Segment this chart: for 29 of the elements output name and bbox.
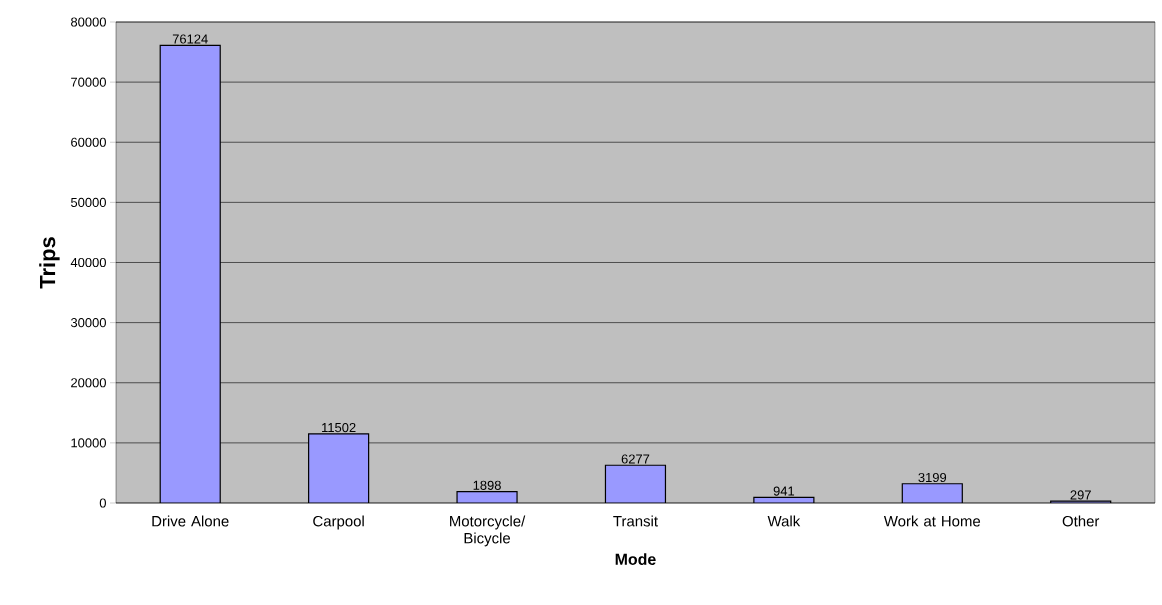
data-label: 1898 [473, 480, 501, 490]
y-tick-label: 70000 [71, 77, 106, 87]
y-tick-label: 40000 [70, 257, 106, 268]
data-label: 941 [773, 486, 795, 496]
data-label: 76124 [172, 34, 208, 44]
bar [604, 464, 667, 503]
data-label: 6277 [621, 454, 650, 464]
bar [159, 44, 221, 503]
y-tick-label: 0 [99, 498, 106, 508]
x-tick-label: Carpool [313, 515, 364, 530]
bar [308, 433, 370, 503]
y-tick-label: 30000 [70, 318, 106, 328]
x-tick-label: Motorcycle/ Bicycle [450, 515, 526, 547]
x-axis-title: Mode [615, 553, 656, 565]
y-axis-title: Trips [39, 237, 60, 289]
x-tick-label: Other [1062, 515, 1100, 527]
y-tick-label: 10000 [71, 438, 106, 448]
y-tick-label: 80000 [71, 17, 106, 27]
x-tick-label: Transit [613, 515, 658, 527]
bar [901, 483, 963, 503]
x-tick-label: Work at Home [883, 515, 981, 527]
data-label: 297 [1070, 490, 1091, 500]
y-tick-label: 20000 [71, 378, 106, 388]
data-label: 3199 [918, 472, 947, 483]
x-tick-label: Drive Alone [152, 515, 229, 527]
y-tick-label: 60000 [71, 137, 106, 147]
x-tick-label: Walk [767, 515, 801, 527]
data-label: 11502 [322, 422, 356, 433]
y-tick-label: 50000 [70, 197, 106, 207]
